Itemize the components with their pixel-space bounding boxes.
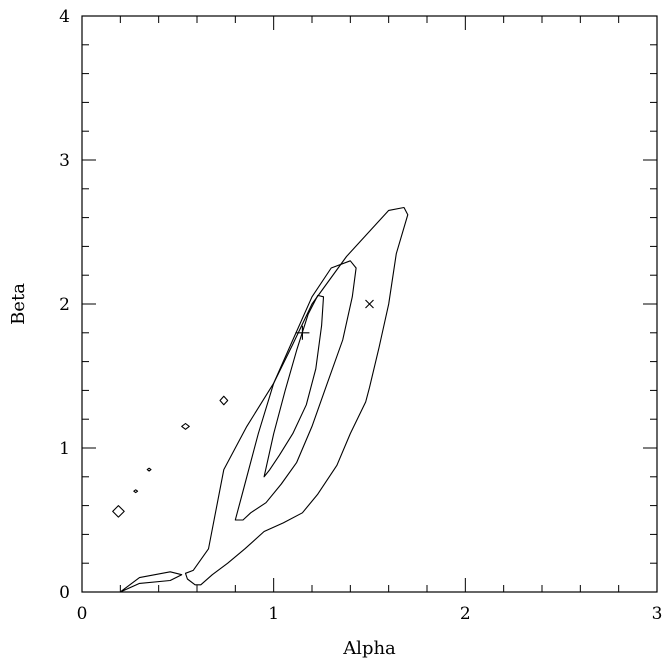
x-tick-label: 3 — [652, 604, 663, 624]
contour-middle — [234, 260, 357, 521]
y-axis-title: Beta — [8, 283, 29, 325]
y-tick-label: 3 — [59, 151, 70, 171]
cross-marker — [365, 299, 374, 309]
contour-island — [219, 395, 229, 406]
contour-island — [133, 489, 139, 494]
y-tick-label: 0 — [59, 583, 70, 603]
x-tick-labels: 0 1 2 3 — [77, 604, 663, 624]
x-tick-label: 1 — [268, 604, 279, 624]
x-tick-label: 2 — [460, 604, 471, 624]
contour-islands — [112, 395, 229, 593]
contour-island — [119, 571, 183, 593]
contour-island — [112, 505, 125, 518]
markers — [295, 299, 374, 340]
contour-inner — [263, 294, 325, 478]
contour-island — [181, 422, 190, 430]
x-tick-label: 0 — [77, 604, 88, 624]
x-axis-title: Alpha — [342, 638, 396, 659]
plot-frame — [81, 15, 658, 593]
contour-island — [146, 467, 152, 472]
y-tick-labels: 0 1 2 3 4 — [59, 7, 70, 603]
y-tick-label: 1 — [59, 439, 70, 459]
y-tick-label: 4 — [59, 7, 70, 27]
contour-outer — [184, 206, 409, 586]
contour-lines — [184, 206, 409, 586]
y-tick-label: 2 — [59, 295, 70, 315]
plus-marker — [295, 325, 310, 340]
